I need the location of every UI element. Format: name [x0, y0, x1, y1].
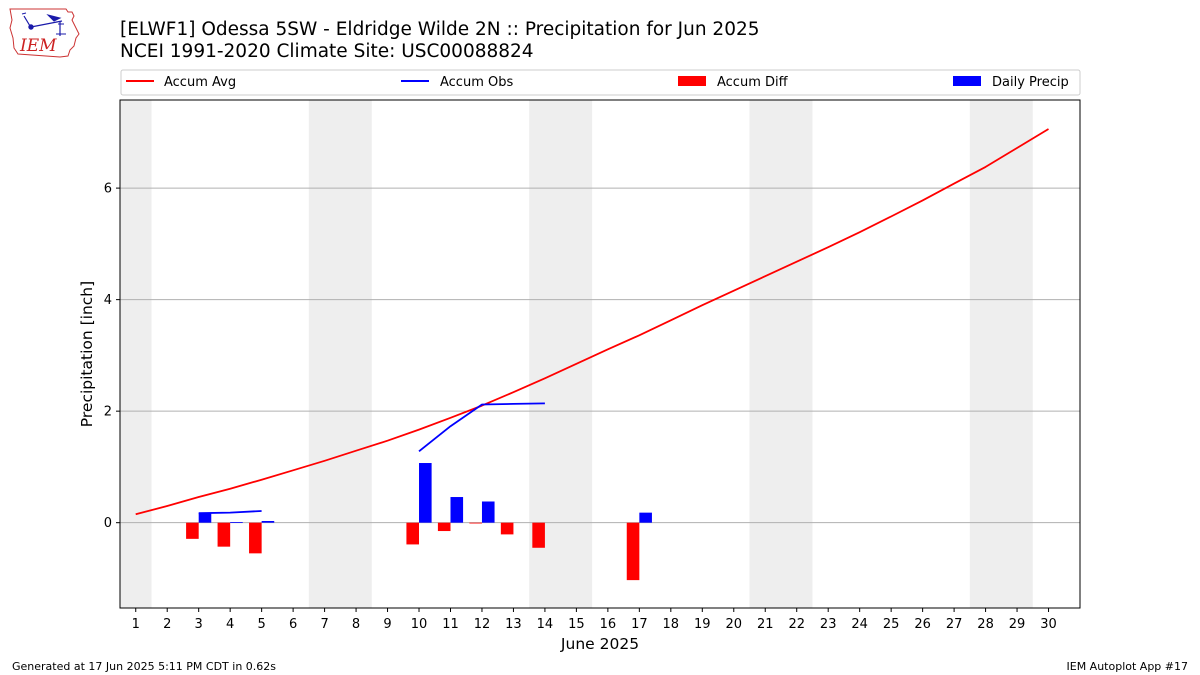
- weather-station-icon: [21, 12, 66, 36]
- weekend-band: [308, 100, 372, 608]
- x-tick-label: 14: [537, 617, 554, 632]
- daily-precip-bar: [639, 512, 652, 523]
- accum-diff-bar: [500, 522, 514, 535]
- x-tick-label: 18: [663, 617, 680, 632]
- accum-diff-bar: [217, 522, 231, 547]
- daily-precip-bar: [419, 463, 432, 523]
- x-tick-label: 24: [851, 617, 868, 632]
- y-tick-label: 4: [104, 293, 112, 308]
- x-tick-label: 23: [820, 617, 837, 632]
- x-tick-label: 7: [320, 617, 328, 632]
- accum-diff-bar: [186, 522, 199, 539]
- bars: [186, 463, 652, 581]
- x-tick-label: 17: [631, 617, 648, 632]
- accum-diff-bar: [626, 522, 640, 581]
- x-tick-label: 30: [1040, 617, 1057, 632]
- accum-diff-bar: [469, 522, 482, 524]
- legend-accum-diff-label: Accum Diff: [717, 75, 789, 90]
- series-lines: [135, 128, 1049, 516]
- weekend-band: [749, 100, 813, 608]
- x-tick-label: 4: [226, 617, 234, 632]
- plot-frame: [119, 99, 1081, 609]
- chart-title: [ELWF1] Odessa 5SW - Eldridge Wilde 2N :…: [120, 19, 760, 40]
- x-tick-label: 25: [883, 617, 900, 632]
- x-tick-label: 12: [474, 617, 491, 632]
- x-tick-label: 22: [788, 617, 805, 632]
- x-tick-label: 19: [694, 617, 711, 632]
- daily-precip-bar: [198, 513, 212, 523]
- accum-diff-bar: [249, 522, 262, 554]
- x-tick-label: 26: [914, 617, 931, 632]
- x-tick-label: 11: [442, 617, 459, 632]
- legend-accum-diff-swatch: [678, 76, 706, 86]
- accum-avg-line: [135, 128, 1049, 516]
- legend-accum-avg-label: Accum Avg: [164, 75, 236, 90]
- x-tick-label: 27: [946, 617, 963, 632]
- x-tick-label: 3: [195, 617, 203, 632]
- x-tick-label: 21: [757, 617, 774, 632]
- weekend-band: [969, 100, 1033, 608]
- x-tick-label: 5: [257, 617, 265, 632]
- accum-diff-bar: [437, 522, 451, 532]
- x-tick-label: 1: [132, 617, 140, 632]
- logo-text: IEM: [19, 36, 57, 56]
- accum-diff-bar: [406, 522, 420, 545]
- daily-precip-bar: [261, 521, 275, 523]
- grid-lines: [120, 187, 1080, 524]
- x-tick-label: 15: [568, 617, 585, 632]
- weekend-band: [120, 100, 152, 608]
- weekend-bands: [120, 100, 1033, 608]
- x-tick-label: 29: [1009, 617, 1026, 632]
- x-tick-label: 6: [289, 617, 297, 632]
- x-tick-label: 2: [163, 617, 171, 632]
- daily-precip-bar: [450, 497, 464, 523]
- legend-frame: [120, 69, 1081, 96]
- chart-subtitle: NCEI 1991-2020 Climate Site: USC00088824: [120, 41, 534, 62]
- x-tick-label: 9: [383, 617, 391, 632]
- y-tick-label: 2: [104, 405, 112, 420]
- x-tick-label: 20: [725, 617, 742, 632]
- iem-logo: IEM: [9, 8, 80, 58]
- legend-daily-precip-label: Daily Precip: [992, 75, 1069, 90]
- y-axis-ticks: 0 2 4 6: [104, 182, 120, 531]
- footer-generated: Generated at 17 Jun 2025 5:11 PM CDT in …: [12, 660, 276, 673]
- accum-diff-bar: [532, 522, 545, 548]
- legend: Accum Avg Accum Obs Accum Diff Daily Pre…: [120, 69, 1081, 96]
- x-axis-ticks: 1 2 3 4 5 6 7 8 9 10 11 12 13 14 15 16 17 18 19 20 21 22 23 24 2…: [132, 608, 1057, 632]
- accum-obs-line: [198, 402, 545, 515]
- daily-precip-bar: [230, 522, 243, 523]
- x-axis-label: June 2025: [560, 635, 639, 653]
- x-tick-label: 13: [505, 617, 522, 632]
- y-axis-label: Precipitation [inch]: [78, 281, 96, 427]
- legend-accum-obs-label: Accum Obs: [440, 75, 513, 90]
- daily-precip-bar: [481, 501, 495, 523]
- y-tick-label: 6: [104, 182, 112, 197]
- x-tick-label: 10: [411, 617, 428, 632]
- x-tick-label: 28: [977, 617, 994, 632]
- x-tick-label: 16: [600, 617, 617, 632]
- x-tick-label: 8: [352, 617, 360, 632]
- footer-app: IEM Autoplot App #17: [1067, 660, 1189, 673]
- y-tick-label: 0: [104, 516, 112, 531]
- legend-daily-precip-swatch: [953, 76, 981, 86]
